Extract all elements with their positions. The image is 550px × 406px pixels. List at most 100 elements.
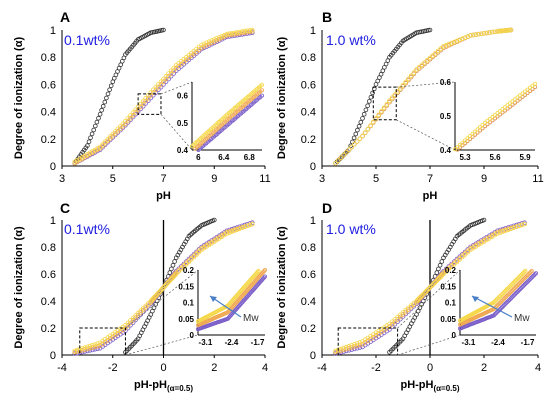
data-point	[338, 349, 344, 355]
data-point	[143, 101, 149, 106]
data-point	[239, 29, 245, 34]
inset-x-tick-label: 5.9	[519, 153, 531, 162]
data-point	[349, 347, 355, 352]
data-point	[403, 307, 409, 313]
data-point	[148, 93, 154, 98]
data-point	[437, 275, 442, 281]
data-point	[446, 41, 452, 47]
data-point	[196, 247, 202, 252]
data-point	[184, 260, 189, 266]
data-point	[403, 79, 409, 85]
data-point	[143, 96, 149, 101]
data-point	[130, 315, 136, 321]
data-point	[113, 129, 118, 134]
data-point	[173, 271, 179, 277]
series-yellow_series	[72, 27, 255, 165]
data-point	[468, 33, 473, 38]
data-point	[163, 73, 169, 79]
data-point	[163, 282, 169, 288]
data-point	[366, 99, 372, 104]
data-point	[161, 82, 166, 87]
data-point	[353, 131, 359, 137]
data-point	[168, 73, 174, 79]
inset-plot: 0 0.05 0.1 0.15 0.2 -3.1 -2.4 -1.7	[440, 266, 539, 347]
data-point	[105, 136, 110, 142]
data-point	[242, 224, 248, 230]
data-point	[352, 341, 357, 347]
data-point	[500, 229, 506, 234]
data-point	[351, 135, 357, 141]
data-point	[462, 35, 468, 40]
y-tick-label: 0.4	[41, 107, 56, 119]
mw-arrow-head	[472, 296, 479, 302]
data-point	[484, 30, 490, 36]
data-point	[82, 345, 88, 351]
y-tick-label: 0.8	[301, 242, 316, 254]
y-tick-label: 0.2	[301, 134, 316, 146]
x-tick-label: 4	[262, 362, 268, 374]
data-point	[74, 349, 80, 354]
inset-data-point	[507, 291, 512, 296]
data-point	[473, 32, 479, 37]
data-point	[107, 137, 113, 143]
inset-data-point	[480, 123, 485, 128]
data-point	[186, 259, 192, 265]
data-point	[97, 147, 103, 153]
data-point	[179, 266, 184, 272]
data-point	[516, 223, 522, 229]
data-point	[433, 50, 438, 56]
data-point	[341, 345, 346, 351]
inset-data-point	[472, 129, 477, 134]
data-point	[429, 283, 434, 289]
data-point	[82, 347, 88, 352]
data-point	[189, 50, 194, 56]
inset-y-tick-label: 0.15	[440, 282, 456, 291]
mw-label: Mw	[514, 313, 530, 324]
data-point	[148, 298, 154, 304]
data-point	[333, 349, 338, 355]
inset-data-point	[485, 118, 490, 123]
data-point	[462, 250, 468, 256]
data-point	[146, 98, 151, 103]
data-point	[169, 266, 174, 272]
data-point	[250, 27, 255, 33]
inset-plot: 0.4 0.5 0.6 5.3 5.6 5.9	[440, 78, 538, 162]
data-point	[457, 255, 463, 261]
data-point	[419, 62, 425, 68]
inset-data-point	[259, 93, 264, 98]
data-point	[224, 31, 230, 37]
data-point	[125, 116, 131, 121]
data-point	[166, 73, 171, 79]
data-point	[184, 261, 189, 267]
data-point	[443, 266, 449, 272]
data-point	[156, 87, 161, 93]
data-point	[427, 55, 433, 61]
data-point	[427, 27, 433, 33]
data-point	[184, 59, 189, 65]
data-point	[80, 347, 85, 353]
data-point	[171, 68, 177, 74]
data-point	[415, 297, 421, 302]
data-point	[422, 60, 427, 65]
inset-y-tick-label: 0.2	[183, 266, 195, 275]
data-point	[357, 136, 363, 142]
data-point	[460, 252, 465, 257]
data-point	[128, 318, 133, 323]
data-point	[489, 29, 495, 35]
data-point	[451, 259, 457, 264]
data-point	[158, 82, 164, 87]
data-point	[408, 304, 414, 310]
x-tick-label: 11	[532, 173, 543, 185]
inset-data-point	[525, 87, 530, 92]
data-point	[408, 73, 414, 78]
inset-data-point	[505, 299, 510, 304]
data-point	[508, 27, 514, 33]
data-point	[400, 82, 406, 88]
data-point	[167, 270, 173, 275]
y-tick-label: 0.6	[301, 269, 316, 281]
data-point	[191, 48, 197, 54]
data-point	[430, 282, 436, 288]
inset-data-point	[505, 293, 510, 298]
data-point	[156, 82, 161, 87]
